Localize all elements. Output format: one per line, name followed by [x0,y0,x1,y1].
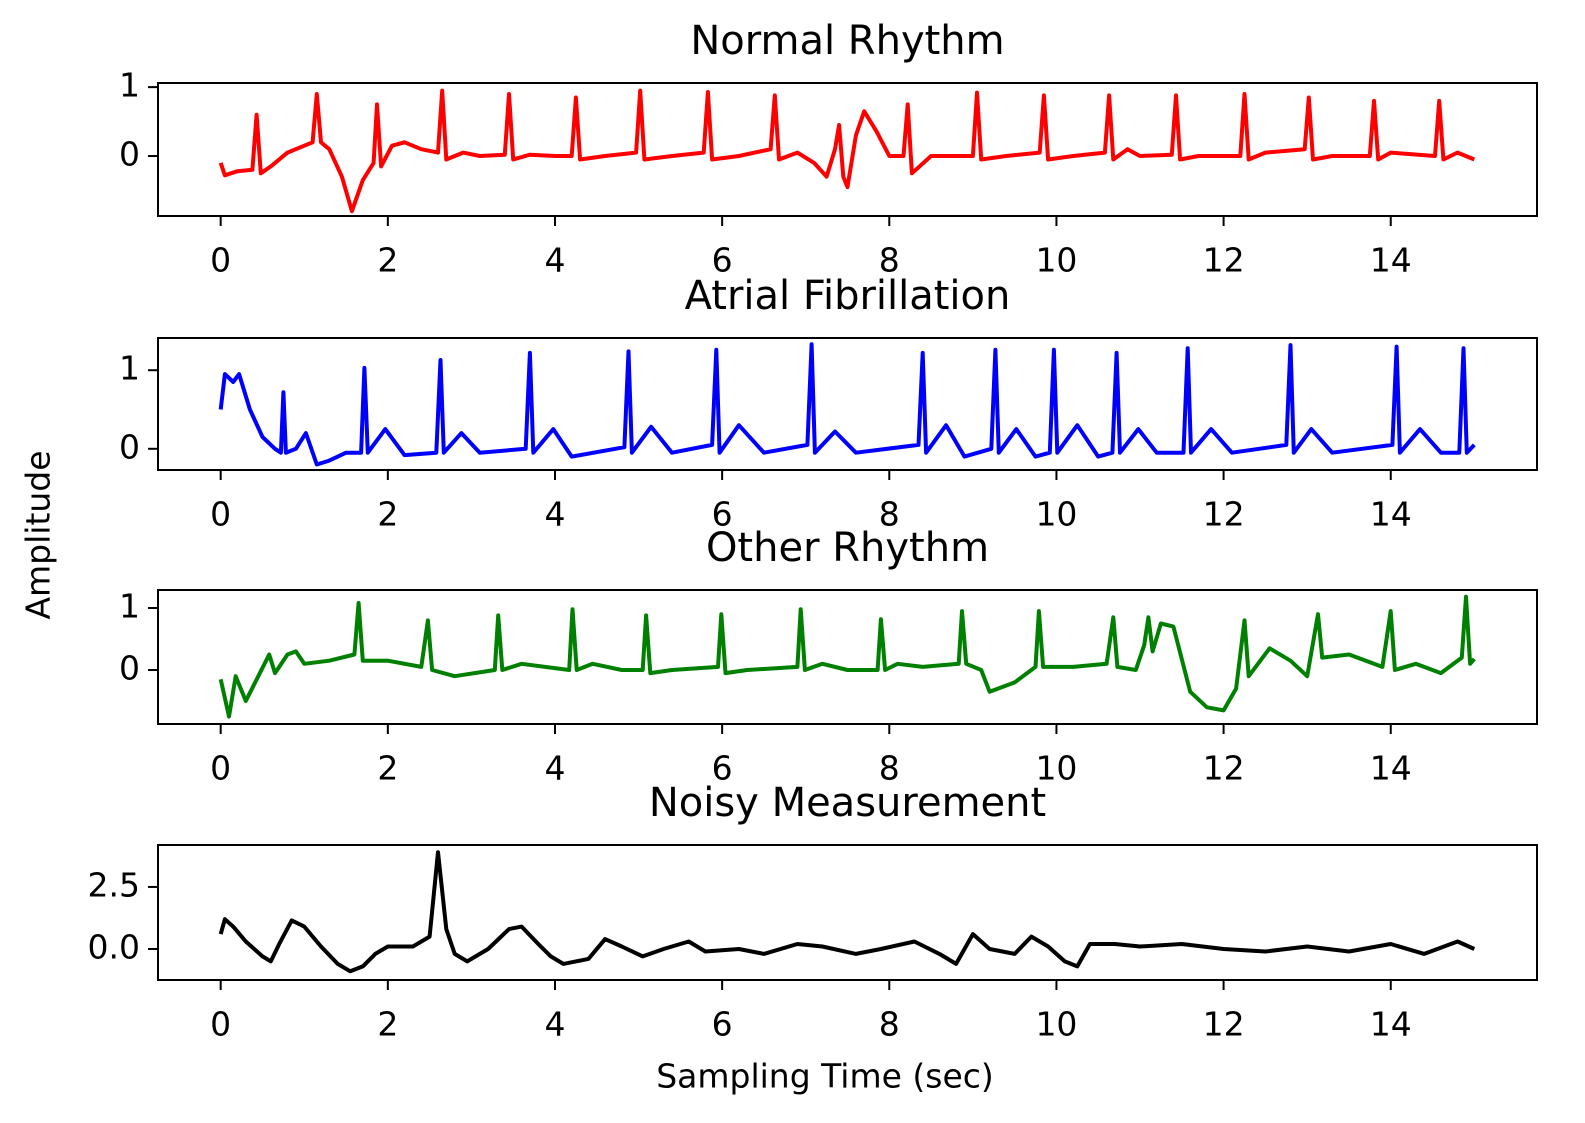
x-tick-label: 4 [544,1005,565,1044]
signal-line [218,88,1476,214]
x-tick-label: 4 [544,241,565,280]
x-tick-label: 8 [879,1005,900,1044]
x-tick-label: 2 [377,749,398,788]
y-tick-label: 0 [119,135,140,174]
x-tick-label: 14 [1370,495,1412,534]
axes-frame [157,844,1538,981]
x-tick-label: 0 [210,1005,231,1044]
chart-title: Atrial Fibrillation [685,273,1011,319]
chart-title: Noisy Measurement [649,780,1046,826]
x-tick-label: 12 [1203,495,1245,534]
y-tick-label: 0 [119,649,140,688]
x-tick-label: 6 [712,749,733,788]
x-tick-label: 0 [210,749,231,788]
axes-frame [157,589,1538,725]
x-tick-label: 10 [1035,495,1077,534]
y-tick-label: 1 [119,66,140,105]
y-tick-label: 2.5 [88,865,140,904]
x-tick-label: 10 [1035,1005,1077,1044]
x-tick-label: 8 [879,749,900,788]
x-tick-label: 8 [879,241,900,280]
signal-line [218,594,1476,719]
x-tick-label: 6 [712,241,733,280]
y-tick-label: 1 [119,586,140,625]
axes-frame [157,82,1538,217]
y-tick-label: 0 [119,427,140,466]
x-tick-label: 12 [1203,1005,1245,1044]
y-tick-label: 0.0 [88,927,140,966]
x-tick-label: 14 [1370,749,1412,788]
x-tick-label: 2 [377,241,398,280]
x-tick-label: 14 [1370,1005,1412,1044]
axes-frame [157,337,1538,471]
chart-title: Normal Rhythm [690,18,1004,64]
x-tick-label: 8 [879,495,900,534]
x-tick-label: 2 [377,495,398,534]
x-tick-label: 0 [210,241,231,280]
x-tick-label: 10 [1035,749,1077,788]
x-tick-label: 2 [377,1005,398,1044]
y-axis-label: Amplitude [19,450,58,619]
signal-line [218,342,1476,467]
x-tick-label: 6 [712,1005,733,1044]
x-tick-label: 14 [1370,241,1412,280]
x-tick-label: 12 [1203,749,1245,788]
x-tick-label: 4 [544,749,565,788]
x-tick-label: 0 [210,495,231,534]
x-axis-label: Sampling Time (sec) [656,1057,994,1096]
x-tick-label: 6 [712,495,733,534]
y-tick-label: 1 [119,349,140,388]
x-tick-label: 4 [544,495,565,534]
signal-line [218,850,1476,974]
x-tick-label: 10 [1035,241,1077,280]
x-tick-label: 12 [1203,241,1245,280]
chart-title: Other Rhythm [706,525,989,571]
